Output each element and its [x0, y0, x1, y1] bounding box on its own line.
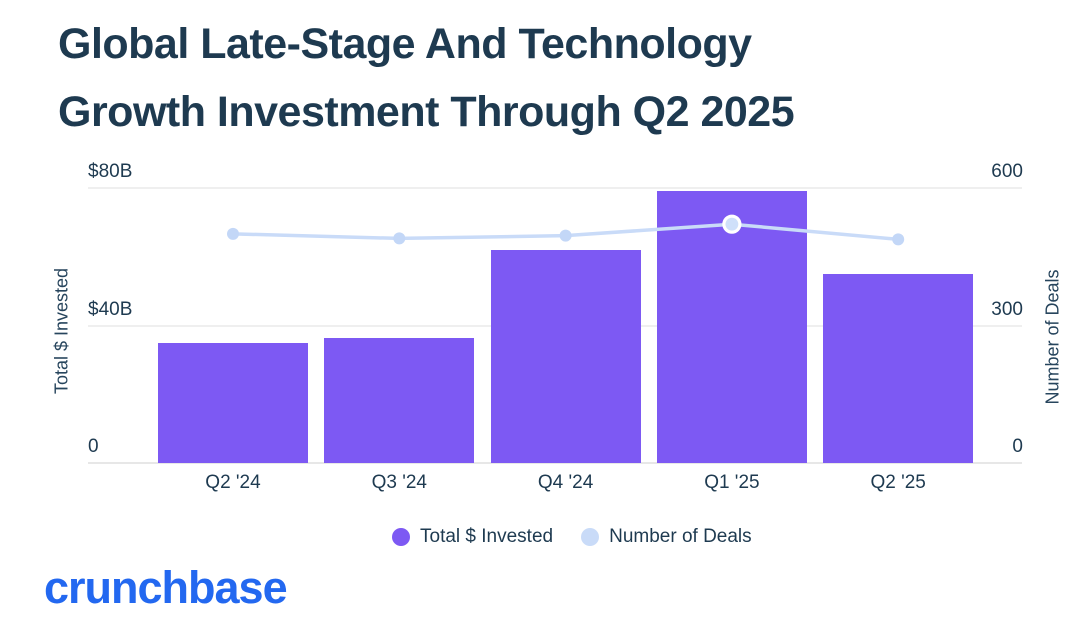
page-title: Global Late-Stage And Technology Growth I… — [58, 10, 795, 146]
title-line-2: Growth Investment Through Q2 2025 — [58, 88, 795, 136]
y-tick-left-40b: $40B — [88, 298, 133, 320]
y-tick-right-300: 300 — [991, 298, 1023, 320]
title-line-1: Global Late-Stage And Technology — [58, 20, 752, 68]
bar-q3-24 — [324, 337, 475, 463]
legend-item-number-of-deals: Number of Deals — [581, 526, 752, 548]
legend-label-number-of-deals: Number of Deals — [609, 526, 752, 547]
line-point-q2-25-icon — [892, 233, 905, 246]
gridline-80b — [88, 187, 1022, 189]
x-axis-label-q2-25: Q2 '25 — [870, 472, 926, 493]
legend-item-total-invested: Total $ Invested — [392, 526, 553, 548]
legend-swatch-number-of-deals-icon — [581, 528, 600, 546]
legend: Total $ Invested Number of Deals — [392, 526, 752, 548]
line-point-q4-24-icon — [559, 229, 572, 242]
bar-q1-25 — [656, 191, 807, 463]
y-tick-left-0: 0 — [88, 436, 99, 457]
y-axis-title-right: Number of Deals — [1042, 269, 1063, 405]
x-axis-label-q4-24: Q4 '24 — [537, 472, 594, 493]
y-axis-title-left: Total $ Invested — [51, 267, 72, 395]
crunchbase-logo: crunchbase — [44, 562, 288, 613]
line-point-q3-24-icon — [393, 232, 406, 245]
bar-q4-24 — [490, 249, 641, 463]
y-tick-right-0: 0 — [1012, 436, 1023, 457]
line-point-q2-24-icon — [227, 227, 239, 240]
bar-q2-25 — [823, 273, 974, 463]
bar-q2-24 — [158, 342, 308, 463]
y-tick-right-600: 600 — [991, 161, 1023, 182]
y-tick-left-80b: $80B — [88, 161, 133, 182]
legend-swatch-total-invested-icon — [392, 528, 410, 546]
gridline-0 — [88, 462, 1022, 464]
x-axis-label-q3-24: Q3 '24 — [371, 472, 427, 493]
x-axis-label-q2-24: Q2 '24 — [205, 472, 261, 493]
x-axis-label-q1-25: Q1 '25 — [704, 472, 760, 493]
legend-label-total-invested: Total $ Invested — [420, 526, 554, 547]
